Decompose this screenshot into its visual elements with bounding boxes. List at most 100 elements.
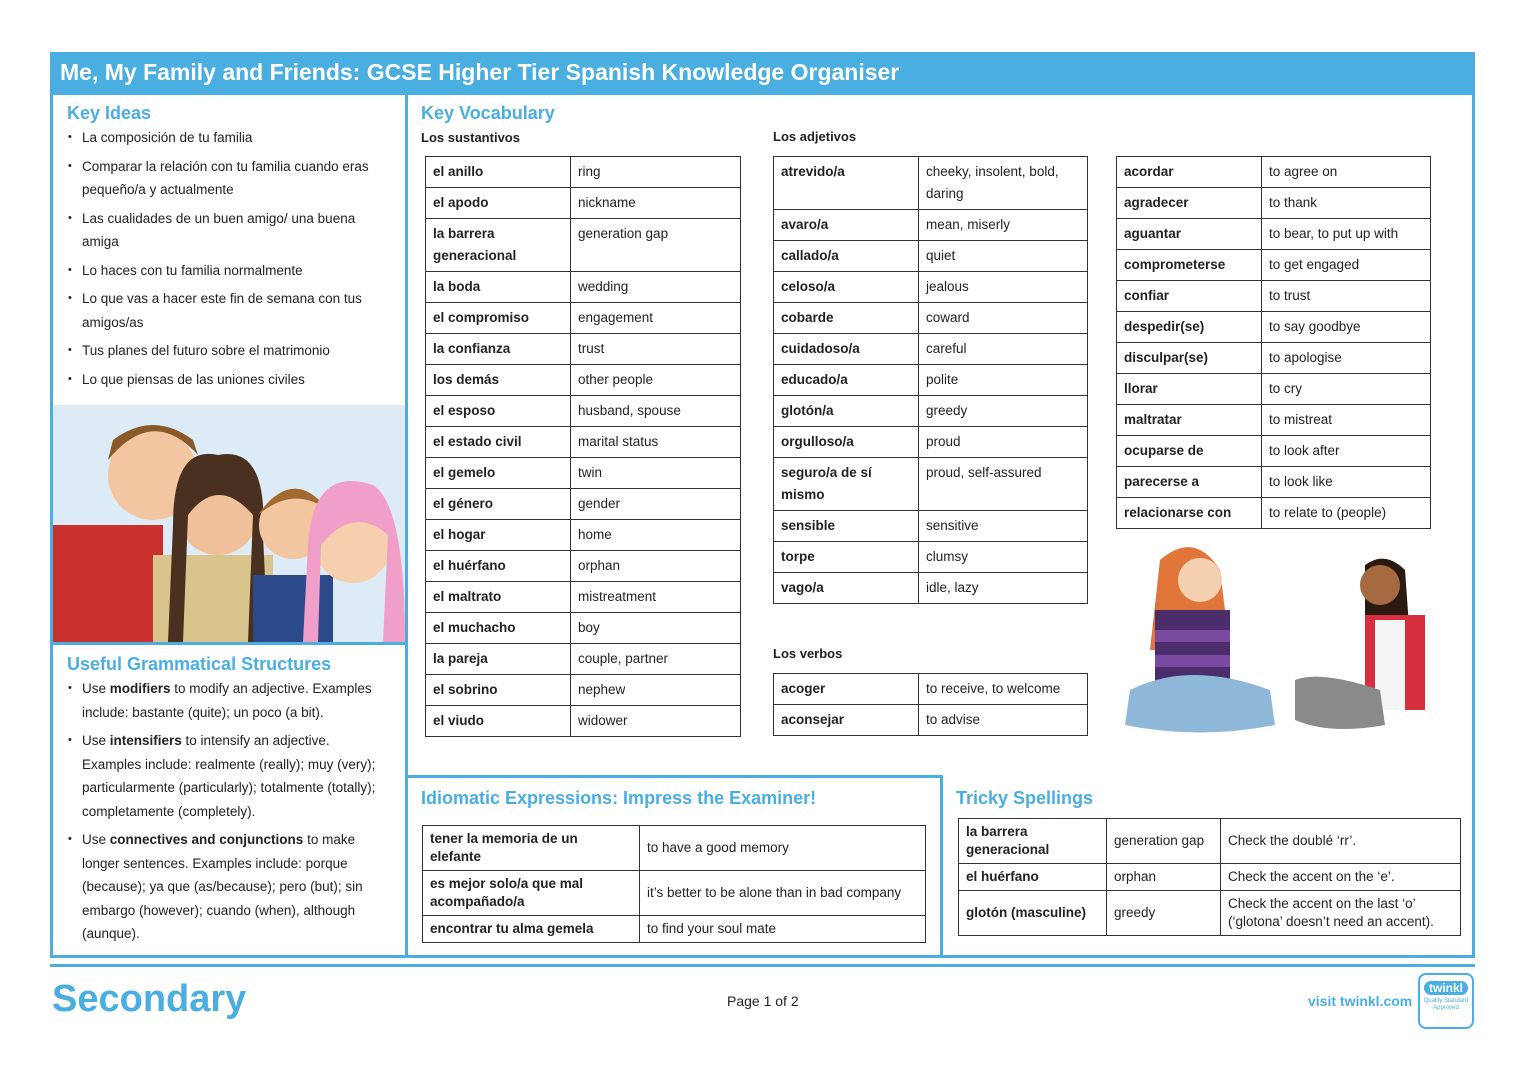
cell: nephew [570,674,741,706]
cell: mean, miserly [918,209,1088,241]
key-ideas-list: La composición de tu familia Comparar la … [66,126,391,396]
row: ocuparse de to look after [1116,435,1431,467]
site-link[interactable]: visit twinkl.com [1308,993,1413,1009]
row: agradecer to thank [1116,187,1431,219]
text: Use [82,832,110,847]
key-idea: Lo que piensas de las uniones civiles [66,368,391,392]
badge: twinkl Quality Standard Approved [1418,973,1474,1029]
row: avaro/a mean, miserly [773,209,1088,241]
text: Use [82,733,110,748]
row: la boda wedding [425,271,741,303]
cell: parecerse a [1116,466,1262,498]
cell: boy [570,612,741,644]
cell: sensitive [918,510,1088,542]
cell: glotón (masculine) [958,890,1107,936]
cell: maltratar [1116,404,1262,436]
footer-rule [50,964,1475,967]
row: confiar to trust [1116,280,1431,312]
row: disculpar(se) to apologise [1116,342,1431,374]
row: el apodo nickname [425,187,741,219]
cell: orphan [1106,863,1221,891]
row: el sobrino nephew [425,674,741,706]
row: el muchacho boy [425,612,741,644]
cell: polite [918,364,1088,396]
cell: aguantar [1116,218,1262,250]
cell: el huérfano [958,863,1107,891]
page-title: Me, My Family and Friends: GCSE Higher T… [60,59,900,85]
page-number: Page 1 of 2 [727,993,799,1009]
row: aguantar to bear, to put up with [1116,218,1431,250]
cell: seguro/a de sí mismo [773,457,919,511]
cell: to trust [1261,280,1431,312]
cell: el viudo [425,705,571,737]
cell: encontrar tu alma gemela [422,915,640,943]
cell: to advise [918,704,1088,736]
row: acordar to agree on [1116,156,1431,188]
cell: quiet [918,240,1088,272]
grammar-list: Use modifiers to modify an adjective. Ex… [66,677,391,951]
text: to intensify an adjective. Examples incl… [82,733,376,819]
nouns-heading: Los sustantivos [421,130,520,145]
cell: to say goodbye [1261,311,1431,343]
key-idea: Comparar la relación con tu familia cuan… [66,155,391,202]
row: comprometerse to get engaged [1116,249,1431,281]
cell: coward [918,302,1088,334]
row: maltratar to mistreat [1116,404,1431,436]
cell: educado/a [773,364,919,396]
cell: confiar [1116,280,1262,312]
cell: sensible [773,510,919,542]
cell: it’s better to be alone than in bad comp… [639,870,926,916]
keyword: modifiers [109,681,171,696]
divider [53,642,405,645]
row: encontrar tu alma gemela to find your sou… [422,915,926,943]
cell: es mejor solo/a que mal acompañado/a [422,870,640,916]
keyword: connectives and conjunctions [109,832,304,847]
cell: acordar [1116,156,1262,188]
cell: greedy [918,395,1088,427]
text: Use [82,681,110,696]
text: to make longer sentences. Examples inclu… [82,832,363,941]
badge-label: twinkl [1424,981,1468,995]
cell: ring [570,156,741,188]
row: glotón/a greedy [773,395,1088,427]
cell: ocuparse de [1116,435,1262,467]
cell: trust [570,333,741,365]
cell: to look after [1261,435,1431,467]
row: el hogar home [425,519,741,551]
row: tener la memoria de un elefante to have a… [422,825,926,871]
row: el huérfano orphan Check the accent on the… [958,863,1461,891]
cell: jealous [918,271,1088,303]
cell: to apologise [1261,342,1431,374]
cell: to get engaged [1261,249,1431,281]
cell: to mistreat [1261,404,1431,436]
cell: gender [570,488,741,520]
cell: greedy [1106,890,1221,936]
grammar-item: Use connectives and conjunctions to make… [66,828,391,946]
cell: husband, spouse [570,395,741,427]
cell: aconsejar [773,704,919,736]
grammar-item: Use intensifiers to intensify an adjecti… [66,729,391,823]
cell: la confianza [425,333,571,365]
tricky-table: la barrera generacional generation gap Che… [958,818,1461,936]
cell: nickname [570,187,741,219]
cell: el anillo [425,156,571,188]
row: parecerse a to look like [1116,466,1431,498]
key-ideas-panel [50,92,408,958]
cell: Check the doublé ‘rr’. [1220,818,1461,864]
girls-illustration [1125,547,1425,733]
cell: to relate to (people) [1261,497,1431,529]
row: el compromiso engagement [425,302,741,334]
cell: twin [570,457,741,489]
cell: to find your soul mate [639,915,926,943]
row: torpe clumsy [773,541,1088,573]
cell: glotón/a [773,395,919,427]
row: es mejor solo/a que mal acompañado/a it’s… [422,870,926,916]
cell: generation gap [1106,818,1221,864]
nouns-table: el anillo ring el apodo nickname la barrera … [425,156,741,737]
row: seguro/a de sí mismo proud, self-assured [773,457,1088,511]
cell: home [570,519,741,551]
cell: careful [918,333,1088,365]
row: el huérfano orphan [425,550,741,582]
key-idea: Tus planes del futuro sobre el matrimoni… [66,339,391,363]
cell: el compromiso [425,302,571,334]
